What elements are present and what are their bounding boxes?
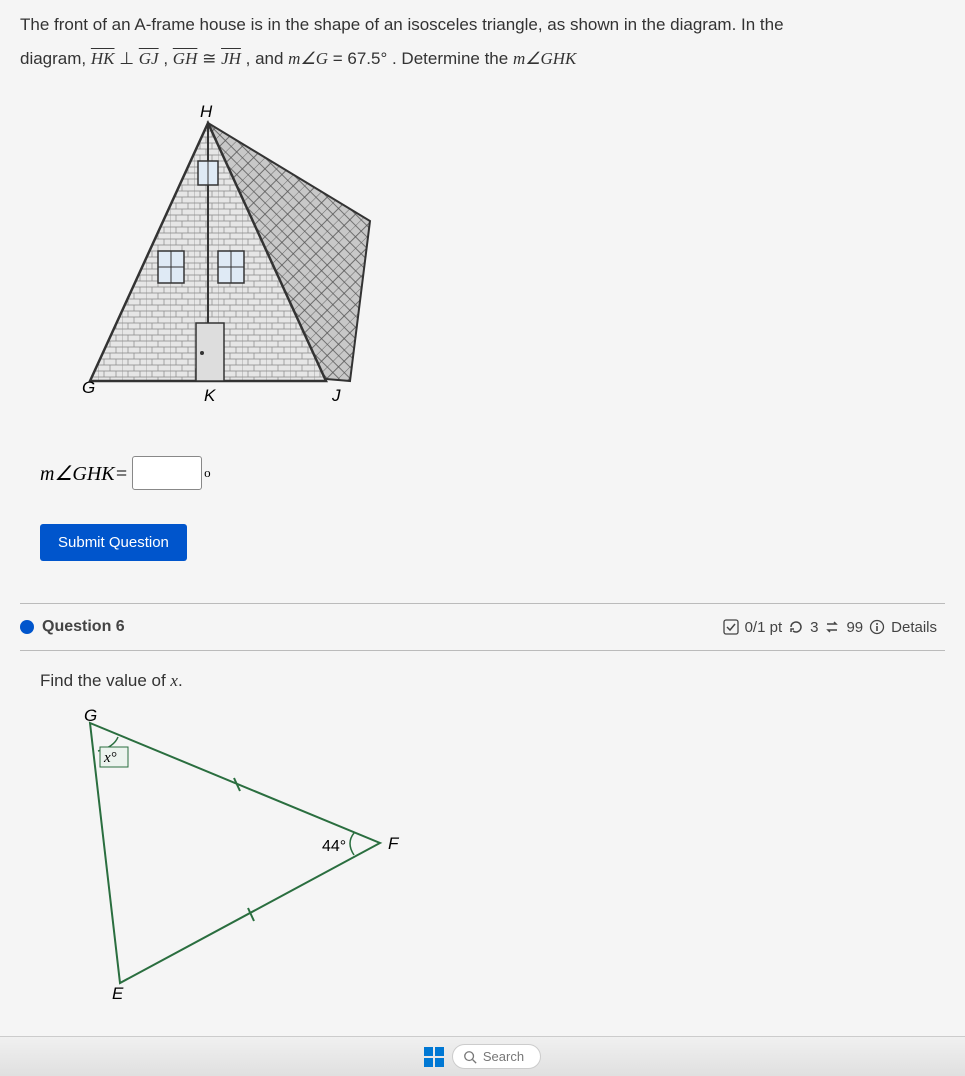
- info-icon: [869, 619, 885, 635]
- retry-icon: [788, 619, 804, 635]
- swap-icon: [824, 619, 840, 635]
- submit-button[interactable]: Submit Question: [40, 524, 187, 561]
- angle-ghk-input[interactable]: [132, 456, 202, 490]
- retry-count: 3: [810, 619, 818, 636]
- checkbox-icon: [723, 619, 739, 635]
- label-g: G: [82, 378, 95, 397]
- details-link[interactable]: Details: [891, 619, 937, 636]
- answer-label: m∠GHK=: [40, 461, 128, 486]
- q6-meta: 0/1 pt 3 99 Details: [723, 619, 937, 636]
- angle-g: m∠G: [288, 49, 328, 68]
- answer-row: m∠GHK= o: [40, 456, 945, 490]
- txt: .: [178, 671, 183, 690]
- svg-text:E: E: [112, 984, 124, 1003]
- q6-title[interactable]: Question 6: [42, 618, 125, 636]
- search-icon: [463, 1050, 477, 1064]
- q5-text-line2: diagram, HK ⊥ GJ , GH ≅ JH , and m∠G = 6…: [20, 46, 945, 72]
- seg-gj: GJ: [139, 49, 159, 68]
- windows-start-icon[interactable]: [424, 1047, 444, 1067]
- txt: diagram,: [20, 49, 91, 68]
- txt: , and: [246, 49, 289, 68]
- q6-triangle-diagram: x° 44° G F E: [40, 703, 420, 1003]
- txt: Find the value of: [40, 671, 170, 690]
- taskbar: Search: [0, 1036, 965, 1076]
- svg-text:x°: x°: [103, 750, 117, 766]
- txt: . Determine the: [392, 49, 513, 68]
- house-diagram: G K J H: [50, 101, 945, 426]
- q6-header: Question 6 0/1 pt 3 99 Details: [20, 604, 945, 651]
- angle-ghk: m∠GHK: [513, 49, 576, 68]
- txt: ,: [163, 49, 172, 68]
- score-text: 0/1 pt: [745, 619, 783, 636]
- q6-prompt: Find the value of x.: [40, 671, 945, 691]
- txt: =: [333, 49, 348, 68]
- seg-hk: HK: [91, 49, 115, 68]
- svg-text:44°: 44°: [322, 838, 346, 855]
- angle-g-val: 67.5°: [347, 49, 387, 68]
- attempts-count: 99: [846, 619, 863, 636]
- q5-text-line1: The front of an A-frame house is in the …: [20, 12, 945, 38]
- seg-gh: GH: [173, 49, 198, 68]
- label-h: H: [200, 102, 213, 121]
- label-k: K: [204, 386, 216, 405]
- svg-text:F: F: [388, 834, 400, 853]
- label-j: J: [331, 386, 341, 405]
- status-dot-icon: [20, 620, 34, 634]
- taskbar-search[interactable]: Search: [452, 1044, 541, 1069]
- degree-symbol: o: [204, 465, 211, 481]
- seg-jh: JH: [221, 49, 241, 68]
- svg-text:G: G: [84, 706, 97, 725]
- search-placeholder: Search: [483, 1049, 524, 1064]
- perp-symbol: ⊥: [119, 49, 139, 68]
- var-x: x: [170, 671, 178, 690]
- cong-symbol: ≅: [202, 49, 221, 68]
